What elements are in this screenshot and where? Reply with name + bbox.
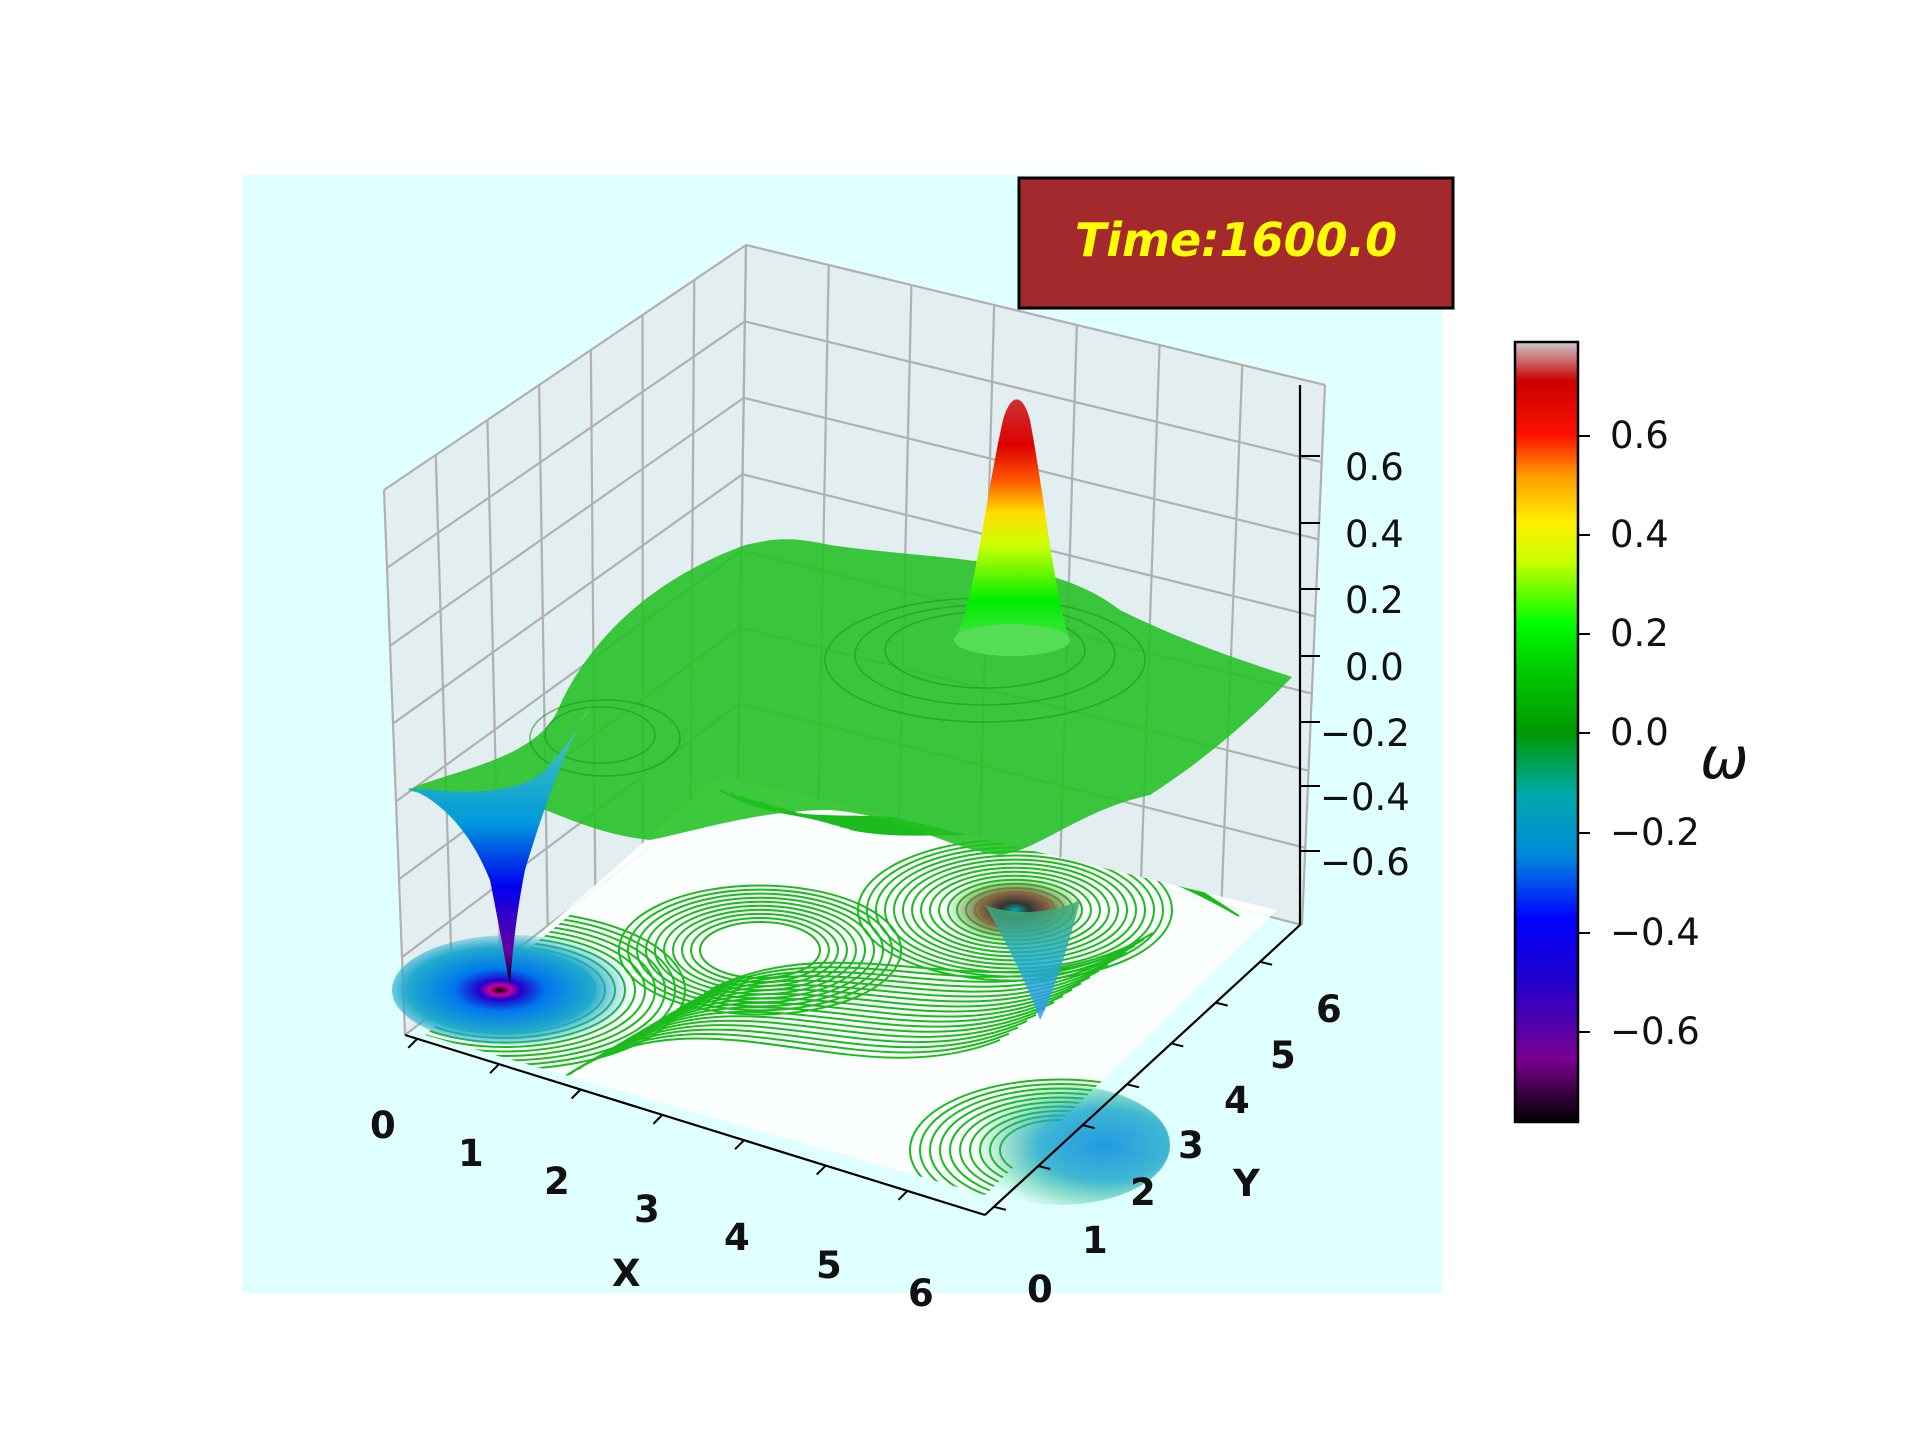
colorbar-tick-label: 0.0 [1610,711,1669,754]
streamline [559,1037,1001,1081]
streamline [622,994,1064,1044]
grid-line [745,243,1326,387]
grid-line [538,384,549,926]
colorbar [1513,340,1580,1124]
grid-line [383,244,747,491]
time-label: Time:1600.0 [1075,213,1397,267]
z-tick-label: −0.4 [1320,776,1410,819]
y-tick-labels: 0 1 2 3 4 5 6 [1027,988,1342,1311]
colorbar-tick-label: −0.6 [1610,1010,1700,1053]
axis-ticks [407,455,1320,1211]
y-tick-label: 6 [1316,988,1342,1031]
grid-line [392,473,744,725]
x-tick-label: 0 [370,1104,396,1147]
x-tick-label: 4 [724,1216,750,1259]
y-tick-mark [1082,1124,1095,1130]
x-tick-label: 1 [458,1132,484,1175]
x-tick-mark [489,1063,500,1074]
y-tick-label: 0 [1027,1268,1053,1311]
y-tick-label: 5 [1270,1034,1296,1077]
streamline [699,921,821,979]
z-tick-label: 0.4 [1345,513,1404,556]
x-tick-mark [734,1139,745,1150]
streamline [631,988,1073,1038]
y-tick-label: 1 [1082,1219,1108,1262]
y-axis-label: Y [1232,1162,1261,1205]
streamline [568,1032,1010,1076]
colorbar-label: ω [1700,724,1749,792]
streamline [586,1020,1028,1065]
streamline [627,888,893,1012]
streamline [636,892,884,1008]
grid-line [744,320,1322,464]
streamline [618,884,902,1016]
y-tick-mark [1215,1001,1228,1007]
z-tick-label: −0.2 [1320,712,1410,755]
streamline [694,944,1136,1000]
x-tick-mark [815,1164,827,1176]
y-tick-mark [1037,1165,1051,1170]
y-tick-label: 3 [1178,1124,1204,1167]
x-tick-label: 2 [544,1160,570,1203]
colorbar-tick-label: 0.4 [1610,513,1669,556]
positive-peak [955,399,1070,652]
colorbar-tick-label: −0.2 [1610,811,1700,854]
x-tick-mark [652,1114,664,1125]
y-tick-mark [1259,960,1273,966]
x-tick-mark [570,1088,582,1100]
streamline [577,1026,1019,1071]
colorbar-tick-labels: 0.6 0.4 0.2 0.0 −0.2 −0.4 −0.6 [1610,414,1700,1053]
x-tick-label: 5 [816,1244,842,1287]
x-tick-label: 3 [634,1188,660,1231]
colorbar-ticks [1578,435,1590,1033]
streamline [640,982,1082,1033]
negative-trough-left [408,705,590,985]
streamline [712,932,1154,990]
streamline [613,1001,1055,1049]
streamline [649,976,1091,1027]
grid-line [434,454,454,999]
colorbar-tick-label: 0.6 [1610,414,1669,457]
streamline [604,1007,1046,1054]
streamline [893,854,1137,966]
y-tick-mark [1126,1083,1140,1089]
y-tick-label: 4 [1224,1079,1250,1122]
colorbar-tick-label: 0.2 [1610,612,1669,655]
time-label-box [1017,176,1455,310]
x-tick-mark [897,1190,909,1201]
streamline [685,950,1127,1006]
y-tick-label: 2 [1130,1171,1156,1214]
z-tick-label: 0.6 [1345,446,1404,489]
streamline [595,1013,1037,1060]
z-tick-label: −0.6 [1320,841,1410,884]
streamline [690,916,830,984]
floor-vortex-left [392,935,632,1045]
z-tick-label: 0.0 [1345,646,1404,689]
y-tick-mark [1171,1042,1184,1048]
grid-line [386,320,746,569]
grid-line [382,489,407,1036]
x-axis-label: X [612,1252,641,1295]
z-tick-label: 0.2 [1345,579,1404,622]
peak-base [954,624,1070,656]
grid-line [1220,364,1244,905]
grid-line [389,396,745,647]
x-tick-label: 6 [908,1272,934,1315]
y-tick-mark [993,1205,1007,1211]
negative-trough-right [985,900,1080,1020]
x-tick-labels: 0 1 2 3 4 5 6 [370,1104,934,1315]
streamline [703,938,1145,995]
colorbar-tick-label: −0.4 [1610,911,1700,954]
x-tick-mark [407,1038,418,1049]
z-tick-labels: 0.6 0.4 0.2 0.0 −0.2 −0.4 −0.6 [1320,446,1410,884]
